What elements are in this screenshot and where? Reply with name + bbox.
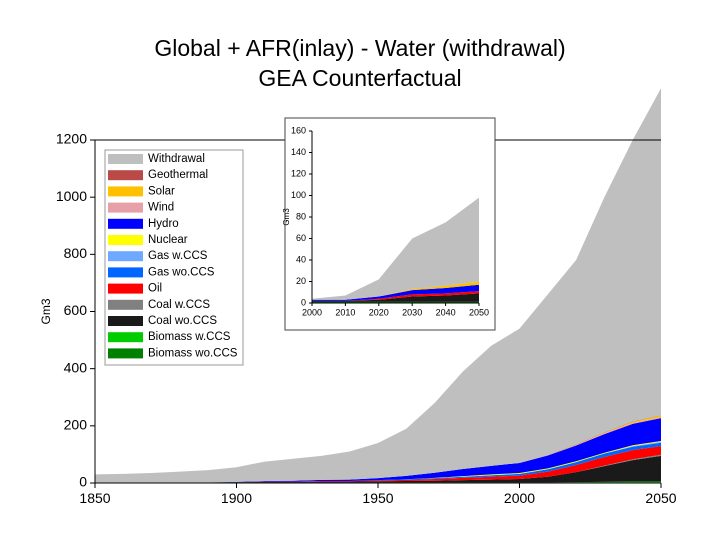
x-tick-label: 1950 — [362, 490, 393, 506]
legend-swatch — [108, 154, 143, 164]
legend-label: Nuclear — [148, 234, 188, 246]
x-tick-label: 2040 — [436, 308, 456, 318]
y-tick-label: 1000 — [56, 188, 87, 204]
y-tick-label: 40 — [296, 254, 306, 264]
legend-label: Withdrawal — [148, 153, 205, 165]
y-tick-label: 800 — [64, 245, 88, 261]
legend-swatch — [108, 235, 143, 245]
area — [95, 88, 661, 483]
legend-label: Gas wo.CCS — [148, 266, 215, 278]
legend-label: Geothermal — [148, 169, 208, 181]
y-tick-label: 1200 — [56, 131, 87, 147]
chart-title: Global + AFR(inlay) - Water (withdrawal) — [154, 35, 565, 61]
legend-swatch — [108, 218, 143, 229]
legend-label: Biomass w.CCS — [148, 331, 231, 343]
x-tick-label: 2050 — [645, 490, 676, 506]
x-tick-label: 2000 — [302, 308, 322, 318]
legend-swatch — [108, 202, 143, 213]
y-tick-label: 0 — [79, 474, 87, 490]
y-axis-label: Gm3 — [282, 208, 291, 226]
y-tick-label: 600 — [64, 302, 88, 318]
legend-label: Hydro — [148, 218, 179, 230]
chart-title: GEA Counterfactual — [258, 65, 461, 91]
legend-swatch — [108, 170, 143, 181]
y-tick-label: 0 — [301, 297, 306, 307]
y-axis-label: Gm3 — [39, 298, 53, 324]
legend-swatch — [108, 299, 143, 310]
legend-label: Biomass wo.CCS — [148, 347, 238, 359]
legend-label: Coal w.CCS — [148, 299, 210, 311]
x-tick-label: 2010 — [335, 308, 355, 318]
area — [312, 284, 479, 301]
y-tick-label: 100 — [291, 190, 306, 200]
y-tick-label: 80 — [296, 211, 306, 221]
area — [95, 455, 661, 483]
legend-label: Solar — [148, 185, 175, 197]
legend-label: Coal wo.CCS — [148, 315, 217, 327]
area — [312, 293, 479, 302]
x-tick-label: 2050 — [469, 308, 489, 318]
legend-swatch — [108, 251, 143, 262]
legend-label: Wind — [148, 202, 174, 214]
x-tick-label: 2020 — [369, 308, 389, 318]
y-tick-label: 20 — [296, 276, 306, 286]
area — [95, 418, 661, 483]
legend-swatch — [108, 283, 143, 294]
legend-swatch — [108, 267, 143, 278]
y-tick-label: 120 — [291, 168, 306, 178]
x-tick-label: 2000 — [504, 490, 535, 506]
x-tick-label: 1900 — [221, 490, 252, 506]
legend-label: Gas w.CCS — [148, 250, 208, 262]
x-tick-label: 2030 — [402, 308, 422, 318]
legend-label: Oil — [148, 283, 162, 295]
y-tick-label: 400 — [64, 359, 88, 375]
y-tick-label: 140 — [291, 147, 306, 157]
legend-swatch — [108, 332, 143, 343]
legend-swatch — [108, 186, 143, 197]
y-tick-label: 160 — [291, 125, 306, 135]
x-tick-label: 1850 — [79, 490, 110, 506]
legend-swatch — [108, 348, 143, 359]
area — [312, 197, 479, 300]
area — [95, 481, 661, 483]
y-tick-label: 60 — [296, 233, 306, 243]
y-tick-label: 200 — [64, 417, 88, 433]
legend-swatch — [108, 316, 143, 326]
legend-box — [104, 149, 244, 366]
